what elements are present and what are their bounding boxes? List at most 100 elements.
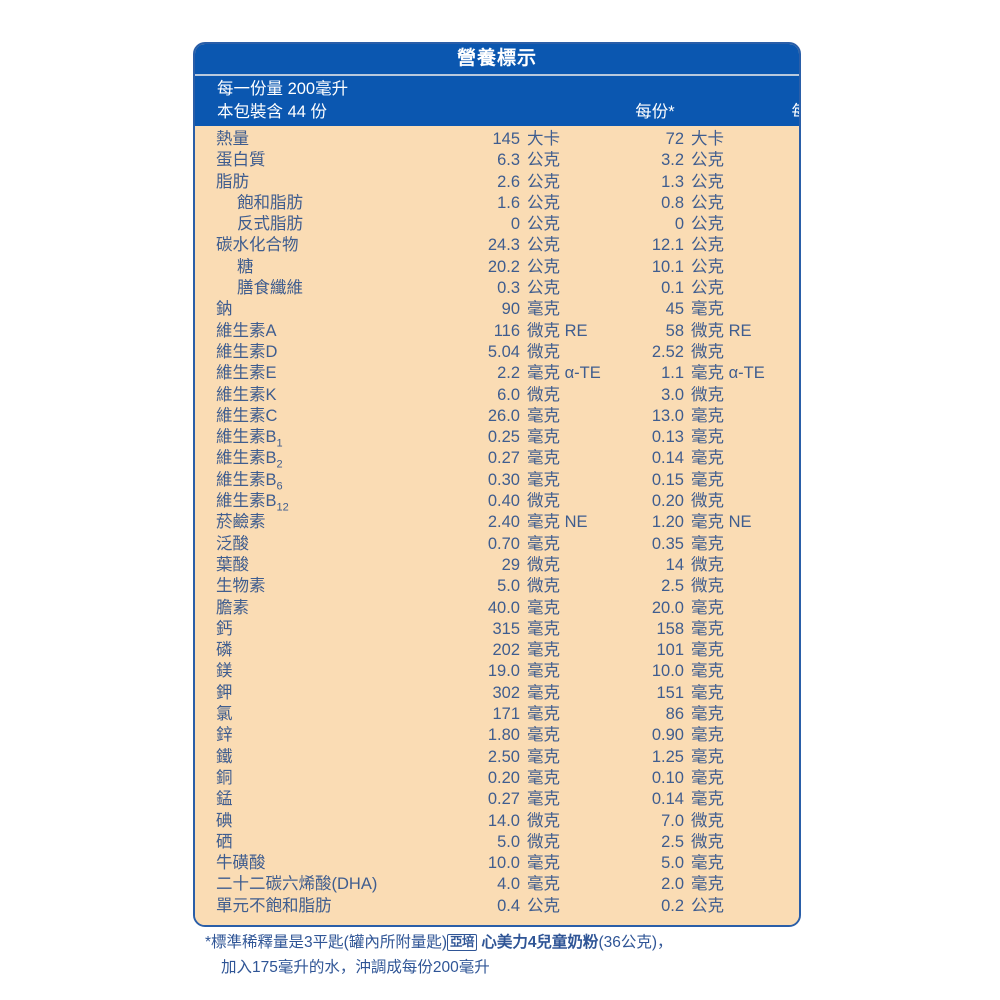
nutrient-name: 菸鹼素	[216, 513, 266, 532]
unit-per-100ml: 大卡	[691, 130, 724, 148]
unit-per-serving: 公克	[527, 151, 560, 170]
value-per-100ml: 20.0	[651, 598, 684, 617]
nutrient-name: 碘	[216, 811, 233, 830]
nutrient-name: 脂肪	[216, 172, 249, 191]
table-row: 維生素A 116 微克 RE 58 微克 RE	[195, 321, 799, 342]
value-per-100ml: 1.1	[661, 364, 684, 383]
product-name: 心美力4兒童奶粉	[481, 934, 599, 951]
value-per-serving: 0.4	[497, 896, 520, 915]
value-per-serving: 5.04	[487, 342, 520, 361]
column-header-per-100ml: 每100毫升	[755, 101, 799, 124]
unit-per-serving: 毫克	[527, 705, 560, 724]
unit-per-100ml: 公克	[691, 193, 724, 212]
nutrient-name: 維生素D	[216, 342, 278, 361]
value-per-100ml: 158	[656, 619, 684, 638]
value-per-serving: 10.0	[487, 854, 520, 873]
value-per-100ml: 151	[656, 683, 684, 702]
unit-per-serving: 公克	[527, 193, 560, 212]
value-per-serving: 1.80	[487, 726, 520, 745]
nutrition-label-panel: 營養標示 每一份量 200毫升 本包裝含 44 份 每份* 每100毫升 熱量 1…	[193, 42, 801, 927]
value-per-serving: 20.2	[487, 257, 520, 276]
unit-per-serving: 微克 RE	[527, 321, 588, 340]
value-per-serving: 0.70	[487, 534, 520, 553]
table-row: 鋅 1.80 毫克 0.90 毫克	[195, 725, 799, 746]
unit-per-serving: 毫克	[527, 683, 560, 702]
nutrient-name: 維生素B1	[216, 428, 283, 450]
table-row: 維生素B12 0.40 微克 0.20 微克	[195, 491, 799, 513]
table-row: 牛磺酸 10.0 毫克 5.0 毫克	[195, 853, 799, 874]
value-per-100ml: 2.5	[661, 577, 684, 596]
nutrient-name: 鈣	[216, 619, 233, 638]
nutrient-name: 牛磺酸	[216, 854, 266, 873]
table-row: 維生素K 6.0 微克 3.0 微克	[195, 385, 799, 406]
unit-per-serving: 毫克	[527, 641, 560, 660]
value-per-serving: 2.40	[487, 513, 520, 532]
value-per-serving: 4.0	[497, 875, 520, 894]
unit-per-serving: 公克	[527, 172, 560, 191]
footnote-line-2: 加入175毫升的水，沖調成每份200毫升	[221, 959, 490, 976]
unit-per-serving: 毫克	[527, 790, 560, 809]
nutrient-name: 單元不飽和脂肪	[216, 896, 332, 915]
unit-per-serving: 毫克	[527, 449, 560, 468]
value-per-100ml: 3.0	[661, 385, 684, 404]
unit-per-100ml: 公克	[691, 279, 724, 298]
footnote-dilution-text: *標準稀釋量是3平匙(罐內所附量匙)	[205, 934, 447, 951]
unit-per-serving: 微克	[527, 832, 560, 851]
value-per-100ml: 10.1	[651, 257, 684, 276]
table-row: 膽素 40.0 毫克 20.0 毫克	[195, 598, 799, 619]
unit-per-100ml: 公克	[691, 236, 724, 255]
nutrient-name: 銅	[216, 768, 233, 787]
unit-per-100ml: 毫克	[691, 790, 724, 809]
unit-per-serving: 毫克	[527, 662, 560, 681]
nutrient-name: 泛酸	[216, 534, 249, 553]
page-title: 營養標示	[195, 44, 799, 74]
table-row: 銅 0.20 毫克 0.10 毫克	[195, 768, 799, 789]
unit-per-100ml: 微克	[691, 832, 724, 851]
nutrient-name: 膽素	[216, 598, 249, 617]
value-per-serving: 0.20	[487, 768, 520, 787]
unit-per-100ml: 毫克	[691, 662, 724, 681]
unit-per-100ml: 公克	[691, 896, 724, 915]
unit-per-serving: 微克	[527, 555, 560, 574]
value-per-serving: 202	[492, 641, 520, 660]
unit-per-100ml: 毫克	[691, 619, 724, 638]
value-per-serving: 145	[492, 130, 520, 148]
value-per-100ml: 2.0	[661, 875, 684, 894]
unit-per-100ml: 毫克	[691, 854, 724, 873]
value-per-100ml: 3.2	[661, 151, 684, 170]
value-per-100ml: 13.0	[651, 406, 684, 425]
value-per-100ml: 2.52	[651, 342, 684, 361]
nutrient-name: 磷	[216, 641, 233, 660]
unit-per-100ml: 毫克	[691, 406, 724, 425]
unit-per-serving: 毫克	[527, 534, 560, 553]
unit-per-serving: 毫克	[527, 598, 560, 617]
value-per-serving: 0.3	[497, 279, 520, 298]
table-row: 鎂 19.0 毫克 10.0 毫克	[195, 661, 799, 682]
nutrient-name: 維生素E	[216, 364, 277, 383]
serving-size-text: 每一份量 200毫升	[217, 80, 349, 98]
unit-per-100ml: 公克	[691, 257, 724, 276]
nutrient-name: 膳食纖維	[237, 279, 303, 298]
table-row: 維生素B1 0.25 毫克 0.13 毫克	[195, 427, 799, 449]
unit-per-serving: 毫克	[527, 854, 560, 873]
value-per-serving: 116	[493, 321, 520, 340]
value-per-serving: 2.50	[487, 747, 520, 766]
nutrient-name: 鋅	[216, 726, 233, 745]
table-row: 蛋白質 6.3 公克 3.2 公克	[195, 150, 799, 171]
serving-info: 每一份量 200毫升 本包裝含 44 份	[217, 78, 348, 124]
value-per-serving: 6.0	[497, 385, 520, 404]
table-row: 膳食纖維 0.3 公克 0.1 公克	[195, 278, 799, 299]
nutrient-name: 蛋白質	[216, 151, 266, 170]
table-row: 錳 0.27 毫克 0.14 毫克	[195, 789, 799, 810]
unit-per-serving: 微克	[527, 385, 560, 404]
unit-per-100ml: 毫克	[691, 534, 724, 553]
value-per-serving: 0.27	[487, 449, 520, 468]
column-header-per-serving: 每份*	[635, 103, 675, 121]
unit-per-100ml: 毫克 α-TE	[691, 364, 765, 383]
unit-per-100ml: 毫克	[691, 726, 724, 745]
value-per-serving: 24.3	[487, 236, 520, 255]
table-row: 維生素B6 0.30 毫克 0.15 毫克	[195, 470, 799, 492]
unit-per-serving: 毫克	[527, 428, 560, 447]
value-per-100ml: 0.90	[651, 726, 684, 745]
value-per-serving: 5.0	[497, 577, 520, 596]
